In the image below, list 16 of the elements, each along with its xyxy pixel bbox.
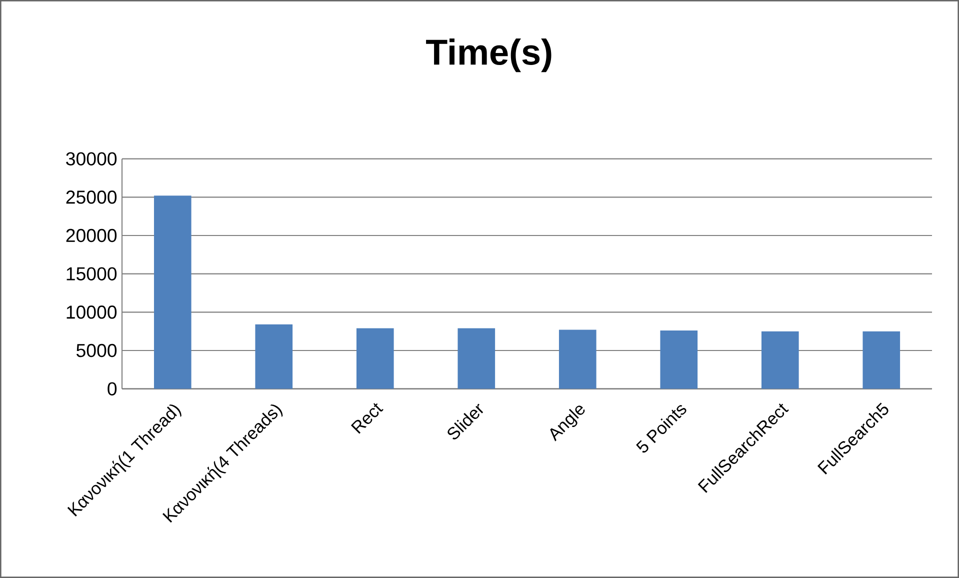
bar (862, 331, 900, 389)
y-tick-label: 5000 (76, 344, 117, 358)
bar (356, 328, 394, 389)
bar (558, 330, 596, 389)
y-tick-label: 20000 (66, 228, 117, 242)
y-tick-label: 10000 (66, 306, 117, 319)
bar (255, 324, 293, 389)
bar (660, 330, 698, 389)
y-tick-label: 15000 (66, 267, 117, 280)
bar (458, 328, 496, 389)
bar (154, 196, 192, 389)
chart-title: Time(s) (426, 38, 552, 72)
bar (761, 331, 799, 389)
y-tick-label: 0 (108, 382, 117, 396)
y-tick-label: 30000 (66, 152, 117, 166)
y-tick-label: 25000 (66, 190, 117, 204)
